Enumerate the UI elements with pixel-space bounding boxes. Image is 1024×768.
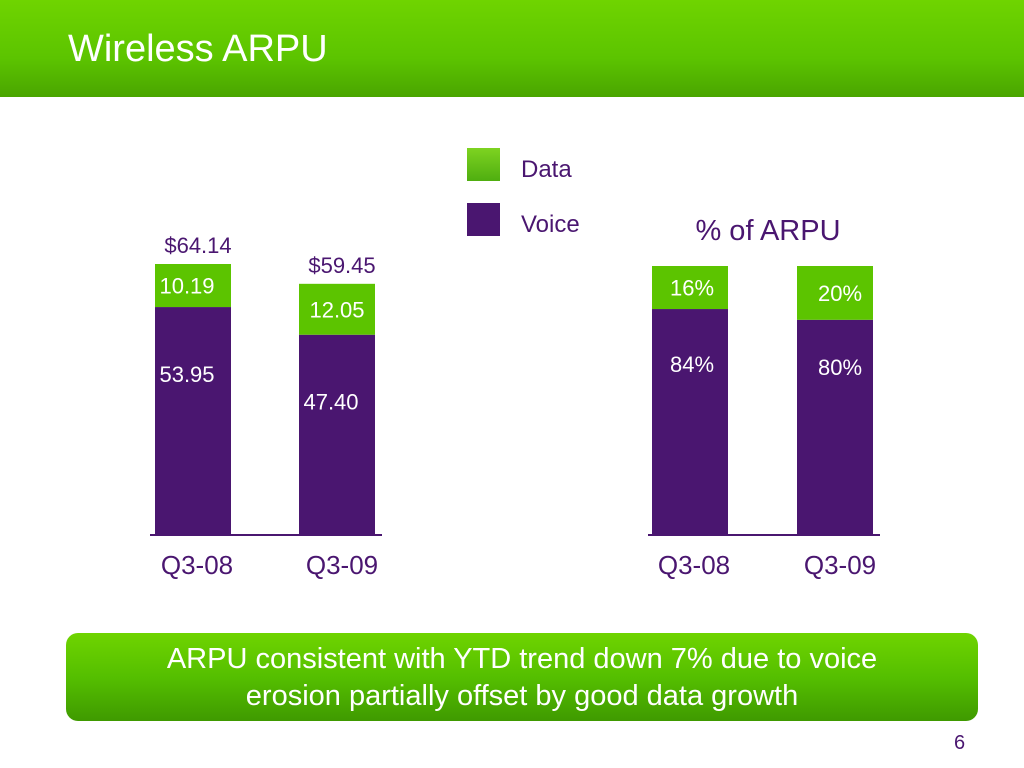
bar-voice [155,307,231,535]
bar-data [155,264,231,308]
bar-voice [797,319,873,535]
legend-item-data: Data [467,148,627,183]
slide-header: Wireless ARPU [0,0,1024,97]
category-tick-label: Q3-09 [804,550,876,580]
bar-label-voice: 53.95 [159,362,214,387]
bar-total-label: $64.14 [164,233,231,258]
category-tick-label: Q3-09 [306,550,378,580]
legend-swatch-data [467,148,500,181]
bar-total-label: $59.45 [308,253,375,278]
legend-label-voice: Voice [521,211,580,238]
bar-label-data: 12.05 [309,297,364,322]
legend-label-data: Data [521,156,572,183]
bar-data [299,283,375,335]
category-tick-label: Q3-08 [658,550,730,580]
callout-line-1: ARPU consistent with YTD trend down 7% d… [166,643,878,675]
bar-label-voice: 80% [818,355,862,380]
bar-data [797,266,873,320]
bar-voice [652,309,728,535]
page-number: 6 [954,732,966,754]
legend-item-voice: Voice [467,203,627,238]
bar-label-voice: 47.40 [303,390,358,415]
bar-label-voice: 84% [670,352,714,377]
chart-title: % of ARPU [695,215,840,247]
callout-line-2: erosion partially offset by good data gr… [245,680,799,712]
bar-voice [299,334,375,535]
legend-swatch-voice [467,203,500,236]
bar-data [652,266,728,310]
callout-box: ARPU consistent with YTD trend down 7% d… [66,633,978,721]
bar-label-data: 16% [670,276,714,301]
bar-label-data: 20% [818,281,862,306]
category-tick-label: Q3-08 [161,550,233,580]
slide-title: Wireless ARPU [68,28,328,70]
bar-label-data: 10.19 [159,274,214,299]
